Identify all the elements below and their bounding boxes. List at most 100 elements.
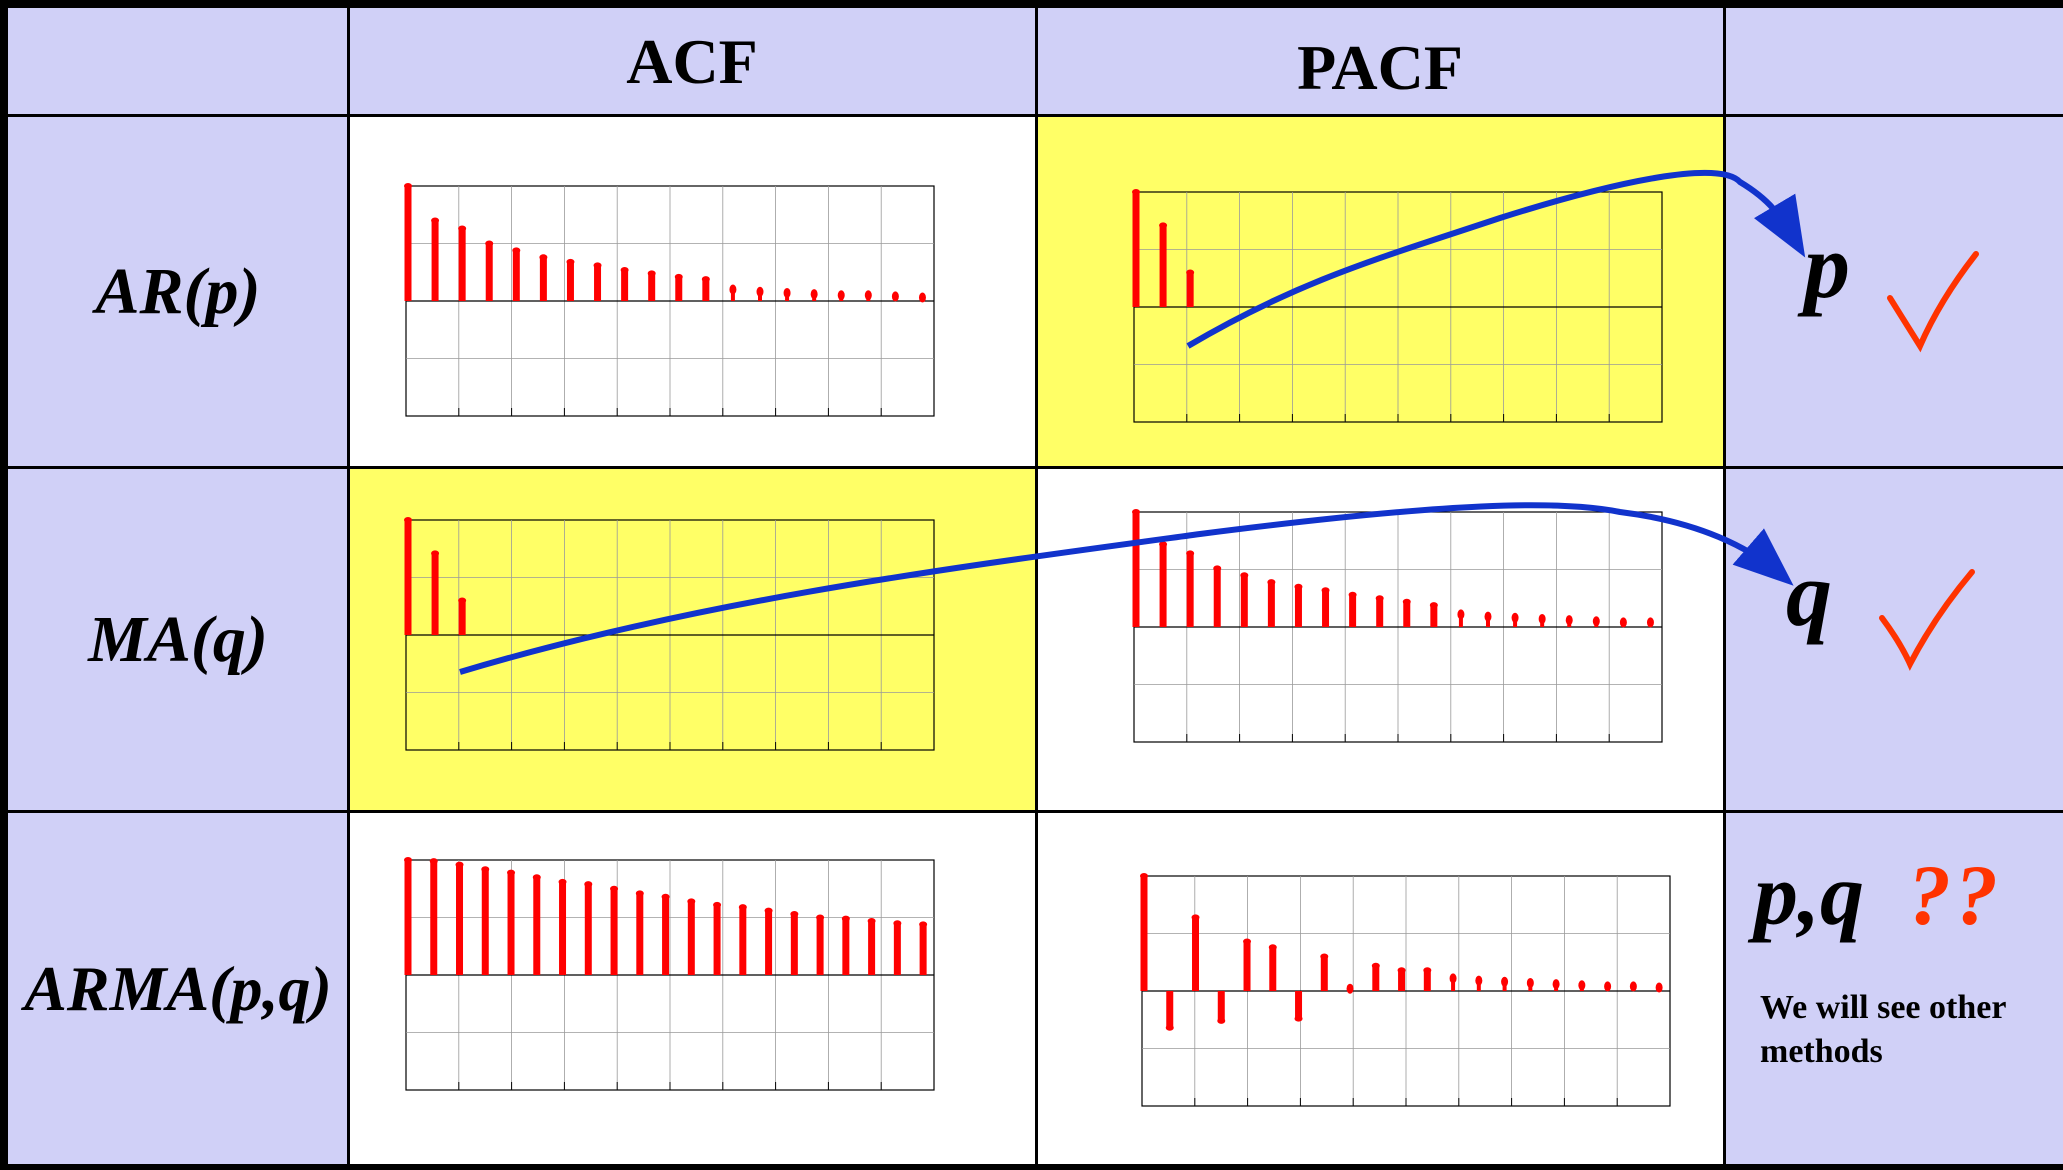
bar-tip [919, 921, 928, 928]
bar-tip [431, 550, 440, 557]
bar-tip [864, 290, 872, 301]
bar-tip [1375, 595, 1384, 602]
bar-tip [1191, 914, 1200, 921]
bar-tip [610, 885, 619, 892]
bar-tip [1321, 587, 1330, 594]
bar-tip [539, 254, 548, 261]
bar-tip [620, 266, 629, 273]
bar-tip [816, 914, 825, 921]
bar-tip [429, 858, 438, 865]
arma-pacf-plot [1140, 873, 1671, 1107]
ma-result-cell [1724, 468, 2063, 812]
bar-tip [1449, 973, 1457, 984]
bar-tip [1132, 509, 1140, 515]
col-divider-3 [1723, 0, 1726, 1170]
ma-pacf-plot [1132, 509, 1663, 743]
acf-header: ACF [348, 8, 1036, 116]
ar-result-cell [1724, 116, 2063, 468]
check-icon-ma [1879, 569, 1975, 671]
bar-tip [764, 907, 773, 914]
bar-tip [404, 517, 412, 523]
bar-tip [1565, 615, 1573, 626]
ar-acf-plot [404, 183, 935, 417]
bar-tip [918, 292, 926, 303]
bar-tip [458, 225, 467, 232]
bar-tip [1159, 541, 1168, 548]
bar-tip [1268, 944, 1277, 951]
bar-tip [1501, 976, 1509, 987]
bar-tip [1186, 550, 1195, 557]
table-border-bottom [0, 1164, 2063, 1170]
bar-tip [1484, 611, 1492, 622]
row-label-ma: MA(q) [8, 468, 348, 812]
row-divider-2 [0, 466, 2063, 469]
arma-acf-plot [404, 857, 935, 1091]
bar-tip [1646, 617, 1654, 628]
bar-tip [661, 893, 670, 900]
bar-tip [1371, 962, 1380, 969]
bar-tip [1475, 975, 1483, 986]
q-label: q [1786, 543, 1832, 645]
bar-tip [841, 915, 850, 922]
bar-tip [729, 284, 737, 295]
bar-tip [404, 857, 412, 863]
pq-label: p,q [1754, 847, 1864, 944]
bar-tip [1348, 591, 1357, 598]
bar-tip [1423, 967, 1432, 974]
bar-tip [1294, 583, 1303, 590]
bar-tip [756, 286, 764, 297]
bar-tip [635, 890, 644, 897]
bar-tip [584, 881, 593, 888]
row-divider-1 [0, 114, 2063, 117]
bar-tip [485, 240, 494, 247]
row-label-ar: AR(p) [8, 116, 348, 468]
bar-tip [1165, 1024, 1174, 1031]
bar-tip [1140, 873, 1148, 879]
bar-tip [1159, 222, 1168, 229]
col-divider-1 [347, 0, 350, 1170]
result-header-cell [1724, 8, 2063, 116]
bar-tip [1402, 598, 1411, 605]
bar-tip [1243, 938, 1252, 945]
ar-to-p-arrow [1186, 169, 1806, 349]
bar-tip [593, 262, 602, 269]
bar-tip [532, 874, 541, 881]
bar-tip [687, 898, 696, 905]
bar-tip [674, 273, 683, 280]
other-methods-note: We will see other methods [1760, 989, 2006, 1070]
bar-tip [455, 861, 464, 868]
row-divider-3 [0, 810, 2063, 813]
bar-tip [1320, 953, 1329, 960]
bar-tip [1538, 613, 1546, 624]
table-border-left [0, 0, 8, 1170]
bar-tip [458, 597, 467, 604]
pacf-header: PACF [1036, 8, 1724, 116]
col-divider-2 [1035, 0, 1038, 1170]
bar-tip [431, 217, 440, 224]
bar-tip [867, 917, 876, 924]
bar-tip [1346, 983, 1354, 994]
bar-tip [1294, 1015, 1303, 1022]
bar-tip [1429, 602, 1438, 609]
bar-tip [1217, 1017, 1226, 1024]
bar-tip [701, 276, 710, 283]
bar-tip [1240, 572, 1249, 579]
bar-tip [566, 258, 575, 265]
bar-tip [1619, 617, 1627, 628]
bar-tip [713, 901, 722, 908]
bar-tip [1132, 189, 1140, 195]
bar-tip [1213, 565, 1222, 572]
bar-tip [837, 290, 845, 301]
bar-tip [1526, 977, 1534, 988]
bar-tip [647, 270, 656, 277]
ma-to-q-arrow [459, 502, 1794, 675]
bar-tip [404, 183, 412, 189]
p-label: p [1804, 215, 1850, 317]
ma-acf-plot [404, 517, 935, 751]
bar-tip [1511, 612, 1519, 623]
bar-tip [558, 878, 567, 885]
check-icon-ar [1887, 251, 1979, 353]
bar-tip [1655, 982, 1663, 993]
